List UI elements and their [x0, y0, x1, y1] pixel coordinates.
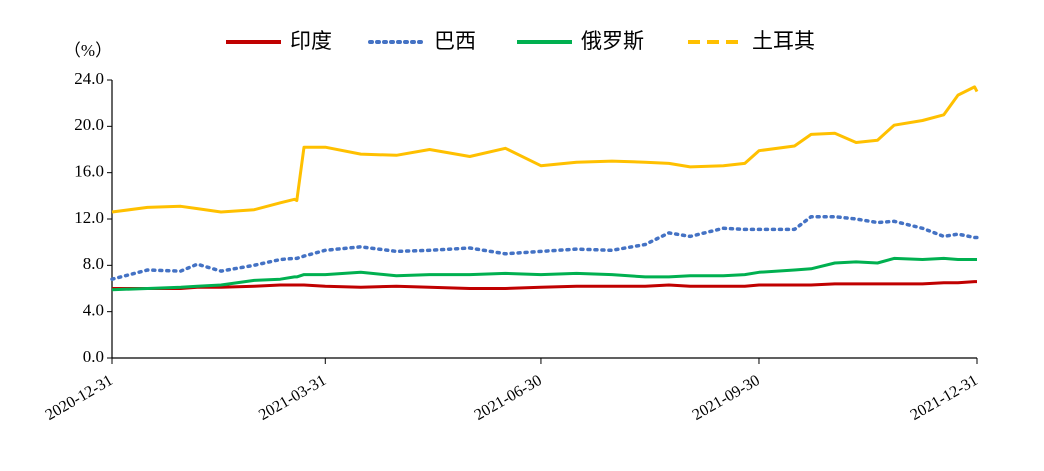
x-tick-label: 2021-12-31 [908, 372, 981, 424]
y-tick-label: 8.0 [83, 254, 104, 273]
y-axis-label: （%） [64, 41, 112, 60]
y-tick-label: 16.0 [74, 162, 104, 181]
series-line [112, 280, 977, 290]
x-tick-label: 2021-09-30 [690, 372, 763, 424]
legend-label: 土耳其 [752, 29, 815, 53]
legend-label: 俄罗斯 [581, 29, 644, 53]
y-tick-label: 4.0 [83, 301, 104, 320]
y-tick-label: 20.0 [74, 115, 104, 134]
x-tick-label: 2021-06-30 [472, 372, 545, 424]
legend-label: 巴西 [434, 29, 476, 53]
y-tick-label: 24.0 [74, 69, 104, 88]
series-line [111, 85, 979, 214]
x-tick-label: 2020-12-31 [43, 372, 116, 424]
legend-label: 印度 [290, 29, 332, 53]
series-line [111, 256, 977, 292]
y-tick-label: 0.0 [83, 347, 104, 366]
y-tick-label: 12.0 [74, 208, 104, 227]
x-tick-label: 2021-03-31 [256, 372, 329, 424]
series-line [110, 214, 979, 281]
